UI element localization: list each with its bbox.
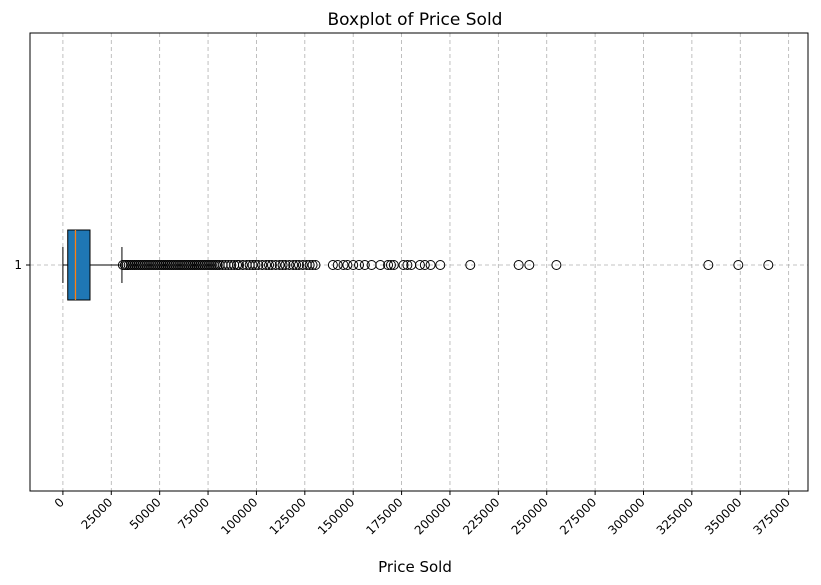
y-axis-ticks: 1 <box>14 258 30 272</box>
outlier-point <box>359 260 370 270</box>
plot-area-frame <box>29 32 809 492</box>
x-tick-label: 125000 <box>267 495 309 537</box>
x-tick-label: 325000 <box>654 495 696 537</box>
outlier-point <box>237 260 248 270</box>
x-tick-label: 175000 <box>363 495 405 537</box>
outlier-point <box>414 260 425 270</box>
x-tick-label: 200000 <box>412 495 454 537</box>
outlier-points <box>117 260 774 270</box>
outlier-point <box>257 260 268 270</box>
x-tick-label: 300000 <box>605 495 647 537</box>
outlier-point <box>435 260 446 270</box>
outlier-point <box>733 260 744 270</box>
outlier-point <box>294 260 305 270</box>
outlier-point <box>247 260 258 270</box>
outlier-point <box>551 260 562 270</box>
outlier-point <box>385 260 396 270</box>
outlier-point <box>398 260 409 270</box>
x-tick-label: 350000 <box>702 495 744 537</box>
x-tick-label: 250000 <box>509 495 551 537</box>
outlier-point <box>465 260 476 270</box>
outlier-point <box>419 260 430 270</box>
outlier-point <box>277 260 288 270</box>
outlier-point <box>342 260 353 270</box>
x-tick-label: 100000 <box>218 495 260 537</box>
outlier-point <box>288 260 299 270</box>
outlier-point <box>375 260 386 270</box>
outlier-point <box>280 260 291 270</box>
outlier-point <box>234 260 245 270</box>
outlier-point <box>332 260 343 270</box>
outlier-point <box>703 260 714 270</box>
outlier-point <box>310 260 321 270</box>
outlier-point <box>264 260 275 270</box>
outlier-point <box>348 260 359 270</box>
outlier-point <box>253 260 264 270</box>
outlier-point <box>425 260 436 270</box>
chart-title: Boxplot of Price Sold <box>328 10 503 30</box>
x-tick-label: 375000 <box>750 495 792 537</box>
outlier-point <box>291 260 302 270</box>
outlier-point <box>274 260 285 270</box>
x-tick-label: 150000 <box>315 495 357 537</box>
x-tick-label: 50000 <box>127 495 164 532</box>
x-tick-label: 275000 <box>557 495 599 537</box>
outlier-point <box>402 260 413 270</box>
outlier-point <box>383 260 394 270</box>
outlier-point <box>327 260 338 270</box>
iqr-box <box>67 229 91 301</box>
outlier-point <box>284 260 295 270</box>
x-tick-label: 25000 <box>79 495 116 532</box>
grid-lines <box>30 33 808 491</box>
outlier-point <box>763 260 774 270</box>
outlier-point <box>524 260 535 270</box>
x-tick-label: 225000 <box>460 495 502 537</box>
outlier-point <box>513 260 524 270</box>
outlier-point <box>250 260 261 270</box>
outlier-point <box>261 260 272 270</box>
outlier-point <box>307 260 318 270</box>
outlier-point <box>270 260 281 270</box>
x-tick-label: 0 <box>52 495 67 510</box>
outlier-point <box>266 260 277 270</box>
box-group <box>62 229 123 301</box>
x-axis-label: Price Sold <box>378 558 452 576</box>
outlier-point <box>388 260 399 270</box>
x-axis-ticks: 0 25000 50000 75000 100000 125000 150000 175000… <box>52 491 793 538</box>
outlier-point <box>304 260 315 270</box>
outlier-point <box>297 260 308 270</box>
outlier-point <box>338 260 349 270</box>
outlier-point <box>354 260 365 270</box>
outlier-point <box>226 260 237 270</box>
y-tick-label: 1 <box>14 258 22 272</box>
x-tick-label: 75000 <box>175 495 212 532</box>
